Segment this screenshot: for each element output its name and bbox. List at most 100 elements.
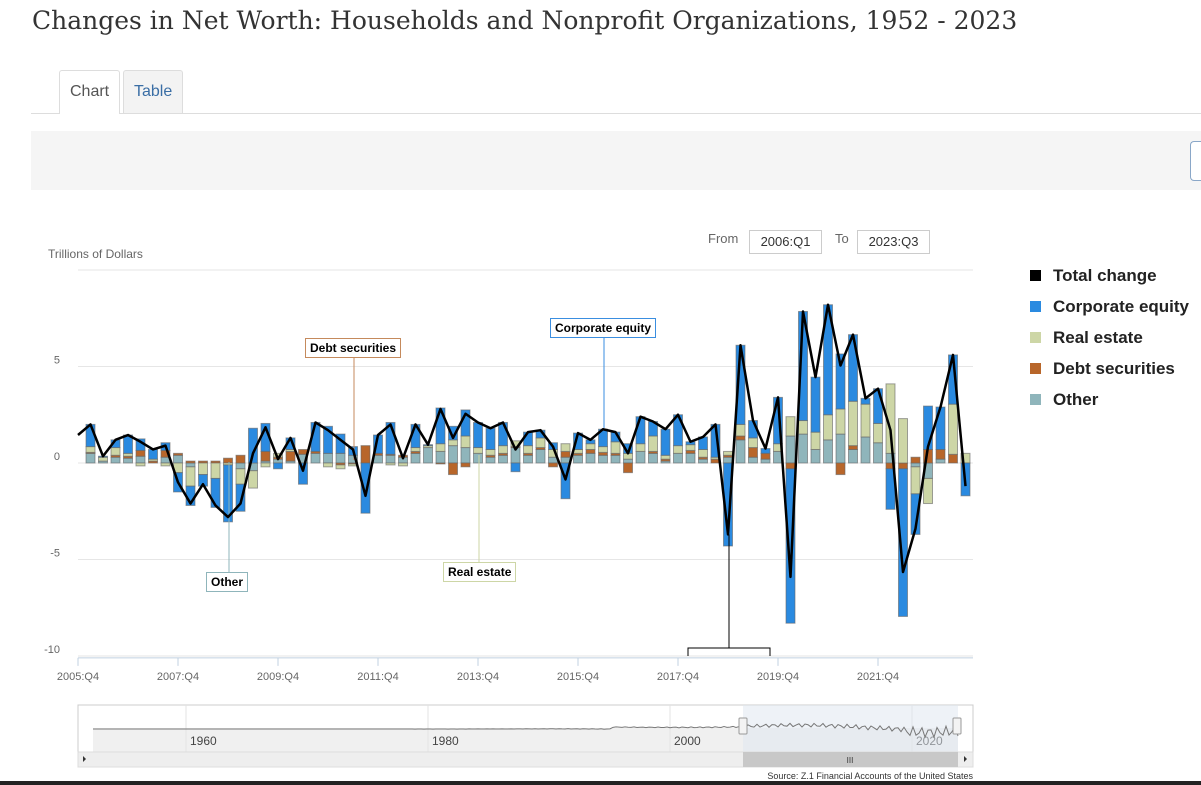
bar-other — [173, 454, 183, 464]
tab-table[interactable]: Table — [123, 70, 184, 113]
bar-debt-securities — [760, 452, 771, 460]
bar-corporate-equity — [448, 425, 458, 441]
bar-other — [685, 452, 696, 464]
bar-corporate-equity — [485, 427, 496, 450]
bar-other — [410, 452, 421, 464]
navigator-year-label: 1960 — [190, 734, 217, 748]
legend-total-change[interactable]: Total change — [1030, 260, 1189, 291]
bar-debt-securities — [560, 450, 571, 458]
bar-other — [485, 456, 496, 464]
bar-real-estate — [835, 408, 846, 435]
legend-debt-securities[interactable]: Debt securities — [1030, 353, 1189, 384]
bar-corporate-equity — [785, 468, 796, 624]
bar-debt-securities — [623, 462, 633, 474]
scrollbar-thumb[interactable] — [743, 752, 958, 767]
bar-other — [435, 450, 446, 464]
bar-real-estate — [810, 431, 821, 450]
bar-real-estate — [385, 462, 396, 466]
bar-real-estate — [660, 454, 671, 460]
legend-label: Other — [1053, 389, 1099, 409]
legend-swatch — [1030, 301, 1041, 312]
page-title: Changes in Net Worth: Households and Non… — [32, 6, 1018, 35]
x-tick-label: 2021:Q4 — [857, 671, 899, 683]
bar-corporate-equity — [910, 493, 921, 535]
bar-corporate-equity — [898, 468, 908, 617]
legend-swatch — [1030, 394, 1041, 405]
bar-other — [123, 457, 133, 464]
y-tick-label: 0 — [54, 451, 60, 463]
bar-real-estate — [635, 443, 646, 452]
bar-other — [635, 450, 646, 464]
bar-real-estate — [723, 450, 733, 456]
bar-debt-securities — [235, 454, 246, 464]
bar-real-estate — [135, 462, 146, 467]
toolbar-button[interactable] — [1190, 141, 1201, 181]
bar-other — [585, 452, 596, 464]
tab-chart[interactable]: Chart — [59, 70, 121, 114]
bar-debt-securities — [785, 462, 796, 470]
bar-other — [535, 448, 546, 464]
bar-other — [748, 456, 758, 464]
bar-other — [873, 442, 883, 464]
bar-debt-securities — [735, 435, 746, 441]
navigator-handle[interactable] — [738, 717, 748, 735]
bar-corporate-equity — [560, 462, 571, 500]
bar-other — [860, 436, 871, 464]
legend-label: Real estate — [1053, 327, 1143, 347]
bar-debt-securities — [185, 460, 196, 464]
bar-other — [310, 452, 321, 464]
bar-debt-securities — [548, 462, 558, 468]
bar-real-estate — [435, 443, 446, 452]
legend-real-estate[interactable]: Real estate — [1030, 322, 1189, 353]
legend-other[interactable]: Other — [1030, 384, 1189, 415]
bar-other — [335, 452, 346, 464]
bar-debt-securities — [173, 452, 183, 456]
bar-other — [848, 448, 858, 464]
bar-corporate-equity — [298, 462, 308, 485]
source-note: Source: Z.1 Financial Accounts of the Un… — [767, 771, 973, 781]
bar-other — [235, 462, 246, 470]
bar-real-estate — [848, 400, 858, 447]
bar-real-estate — [748, 437, 758, 449]
navigator-handle[interactable] — [952, 717, 962, 735]
legend-swatch — [1030, 270, 1041, 281]
x-tick-label: 2015:Q4 — [557, 671, 599, 683]
bar-real-estate — [398, 462, 408, 467]
scroll-left-icon[interactable] — [83, 756, 86, 762]
bar-other — [610, 454, 621, 464]
to-label: To — [835, 231, 849, 246]
bar-real-estate — [698, 448, 708, 458]
from-input[interactable]: 2006:Q1 — [749, 230, 822, 254]
bar-real-estate — [210, 462, 221, 479]
bar-debt-securities — [223, 457, 233, 464]
bar-real-estate — [198, 462, 208, 476]
scroll-right-icon[interactable] — [964, 756, 967, 762]
bar-real-estate — [585, 443, 596, 450]
to-input[interactable]: 2023:Q3 — [857, 230, 930, 254]
bar-corporate-equity — [873, 388, 883, 424]
scrollbar-grip[interactable]: III — [847, 756, 854, 765]
bar-debt-securities — [285, 450, 296, 462]
y-axis-title: Trillions of Dollars — [48, 247, 143, 261]
bar-other — [735, 439, 746, 464]
bar-corporate-equity — [210, 477, 221, 508]
bar-real-estate — [473, 447, 483, 454]
bar-corporate-equity — [360, 462, 371, 514]
bar-debt-securities — [448, 462, 458, 476]
bar-other — [110, 456, 121, 464]
legend-corporate-equity[interactable]: Corporate equity — [1030, 291, 1189, 322]
navigator-selection — [743, 705, 958, 752]
bar-real-estate — [873, 422, 883, 444]
bar-corporate-equity — [273, 462, 283, 470]
annotation-other: Other — [206, 572, 249, 592]
legend-swatch — [1030, 332, 1041, 343]
bar-real-estate — [785, 416, 796, 437]
from-label: From — [708, 231, 739, 246]
bar-other — [673, 452, 683, 464]
bar-real-estate — [598, 446, 608, 453]
bar-real-estate — [798, 420, 808, 435]
page-bottom-border — [0, 781, 1201, 785]
bar-debt-securities — [748, 447, 758, 458]
bar-other — [623, 458, 633, 464]
